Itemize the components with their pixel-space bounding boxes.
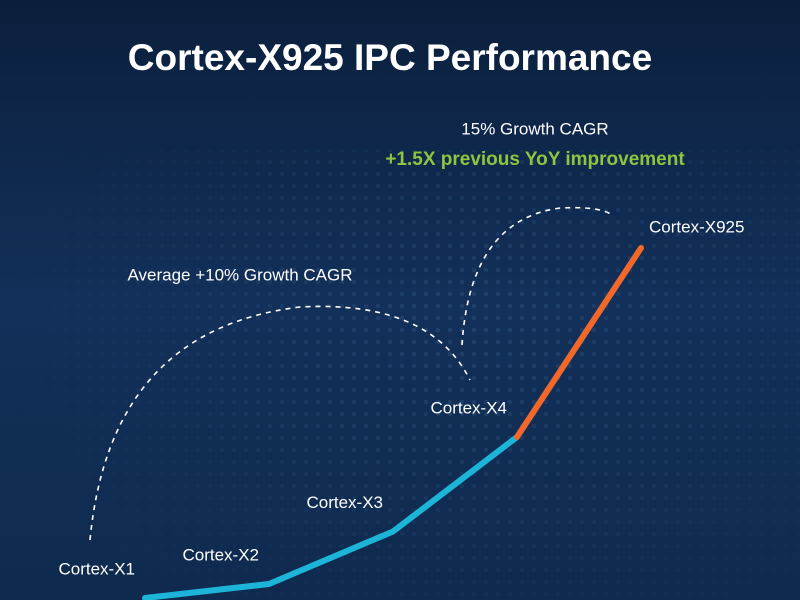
point-label: Cortex-X2: [182, 545, 259, 564]
annotation: +1.5X previous YoY improvement: [385, 149, 685, 170]
dashed-arc: [461, 206, 613, 346]
annotation: Average +10% Growth CAGR: [127, 265, 352, 284]
line-series: [142, 434, 520, 600]
point-label: Cortex-X4: [430, 398, 507, 417]
annotation: 15% Growth CAGR: [461, 119, 608, 138]
chart-title: Cortex-X925 IPC Performance: [128, 37, 652, 78]
point-label: Cortex-X3: [306, 493, 383, 512]
line-segment-highlight: [514, 245, 644, 440]
dashed-arc: [89, 305, 471, 541]
point-label: Cortex-X925: [649, 217, 744, 236]
point-label: Cortex-X1: [58, 559, 135, 578]
